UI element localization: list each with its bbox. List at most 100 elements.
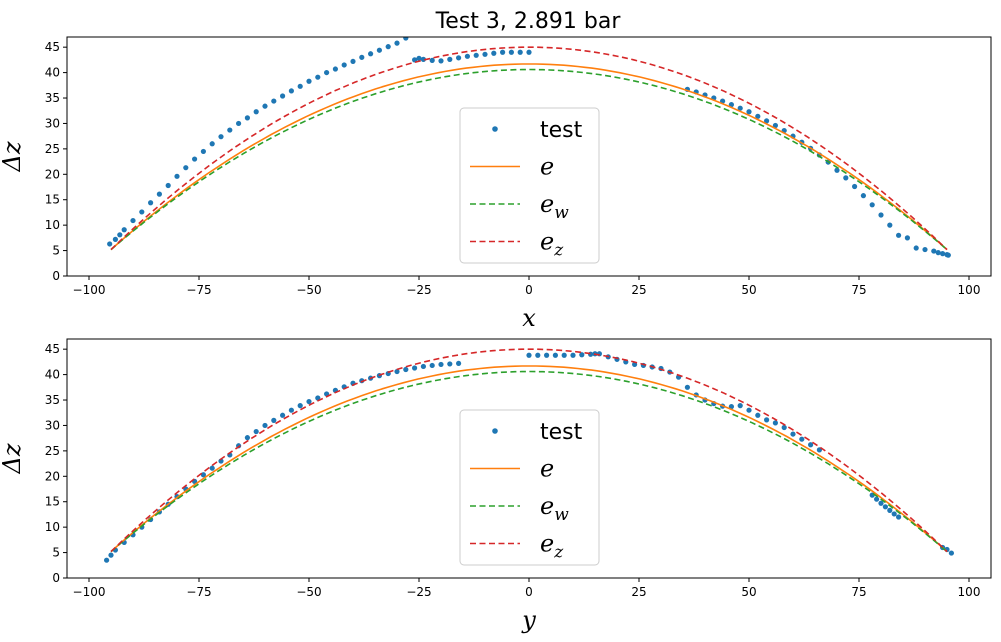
y-tick-label: 35 <box>45 393 60 407</box>
y-tick-label: 40 <box>45 368 60 382</box>
data-point-test <box>438 361 444 368</box>
data-point-test <box>403 37 409 41</box>
data-point-test <box>904 235 911 241</box>
data-point-test <box>227 127 233 133</box>
data-point-test <box>359 54 365 60</box>
data-point-test <box>244 435 250 441</box>
data-point-test <box>482 51 488 57</box>
plot-frame <box>66 36 992 277</box>
data-point-test <box>271 417 277 423</box>
data-point-test <box>500 49 506 55</box>
data-point-test <box>394 368 400 375</box>
y-tick-label: 20 <box>45 167 60 181</box>
legend-label-base: e <box>540 530 554 558</box>
y-axis-label: Δz <box>0 141 26 172</box>
series-line-e-w <box>110 68 948 251</box>
data-point-test <box>350 58 356 65</box>
data-point-test <box>324 69 330 76</box>
y-tick-label: 15 <box>45 193 60 207</box>
y-tick-label: 40 <box>45 66 60 80</box>
data-point-test <box>799 436 805 442</box>
data-point-test <box>473 52 479 58</box>
data-point-test <box>570 352 576 358</box>
data-point-test <box>359 378 365 384</box>
data-point-test <box>728 404 735 410</box>
data-point-test <box>200 148 206 155</box>
data-point-test <box>878 500 884 506</box>
data-point-test <box>139 209 145 215</box>
legend-handle-test <box>492 428 498 434</box>
data-point-test <box>935 250 941 256</box>
data-point-test <box>869 202 875 208</box>
data-point-test <box>579 352 585 358</box>
series-line-e <box>110 63 948 251</box>
data-point-test <box>394 40 400 46</box>
data-point-test <box>288 407 294 413</box>
data-point-test <box>755 113 761 119</box>
data-point-test <box>447 361 453 367</box>
data-point-test <box>526 352 532 358</box>
x-tick-label: 0 <box>525 585 533 599</box>
legend-label-e: e <box>540 153 554 181</box>
series-line-e <box>110 365 948 553</box>
x-axis-label: x <box>522 304 536 332</box>
y-tick-label: 15 <box>45 495 60 509</box>
data-point-test <box>464 53 470 59</box>
data-point-test <box>684 384 691 390</box>
data-point-test <box>922 246 928 253</box>
data-point-test <box>764 417 770 423</box>
data-point-test <box>174 173 180 179</box>
data-point-test <box>808 442 814 448</box>
x-tick-label: 100 <box>958 283 981 297</box>
plot-frame <box>66 338 992 579</box>
plot-top: −100 −75 −50 −25 0 25 50 75 100 0 5 10 15 20 25 30 35 40 4… <box>0 36 992 332</box>
data-point-test <box>447 56 453 62</box>
data-point-test <box>874 496 880 502</box>
x-tick-label: 50 <box>741 283 756 297</box>
data-point-test <box>148 200 154 206</box>
data-point-test <box>209 141 215 147</box>
legend-label-test: test <box>540 420 583 445</box>
data-point-test <box>306 78 312 84</box>
x-tick-label: −25 <box>406 283 431 297</box>
data-point-test <box>315 74 321 80</box>
data-point-test <box>882 504 889 510</box>
data-point-test <box>280 412 286 418</box>
data-point-test <box>192 156 198 162</box>
data-point-test <box>130 217 136 224</box>
legend-label-e-w: ew <box>540 190 569 223</box>
x-tick-label: 100 <box>958 585 981 599</box>
data-point-test <box>165 182 171 189</box>
legend-box <box>459 107 600 264</box>
data-point-test <box>306 398 312 405</box>
data-point-test <box>420 363 426 370</box>
data-point-test <box>891 511 897 517</box>
data-point-test <box>896 232 902 238</box>
data-point-test <box>262 422 268 429</box>
data-point-test <box>945 252 951 258</box>
data-point-test <box>236 120 242 127</box>
data-point-test <box>526 49 532 55</box>
data-point-test <box>209 465 215 471</box>
y-tick-label: 30 <box>45 418 60 432</box>
y-tick-label: 5 <box>52 244 60 258</box>
x-tick-label: −100 <box>73 283 106 297</box>
x-tick-label: −25 <box>406 585 431 599</box>
y-tick-label: 25 <box>45 444 60 458</box>
x-tick-label: 25 <box>631 585 646 599</box>
data-point-test <box>772 122 779 129</box>
x-tick-label: −50 <box>296 585 321 599</box>
x-tick-label: −50 <box>296 283 321 297</box>
y-tick-label: 10 <box>45 520 60 534</box>
data-point-test <box>403 366 409 373</box>
data-point-test <box>218 134 224 140</box>
data-point-test <box>108 552 114 558</box>
x-tick-label: 75 <box>851 585 866 599</box>
y-tick-label: 35 <box>45 91 60 105</box>
data-point-test <box>218 458 224 464</box>
data-point-test <box>860 193 867 199</box>
data-point-test <box>315 395 321 401</box>
data-point-test <box>456 55 462 61</box>
x-tick-label: −75 <box>186 585 211 599</box>
